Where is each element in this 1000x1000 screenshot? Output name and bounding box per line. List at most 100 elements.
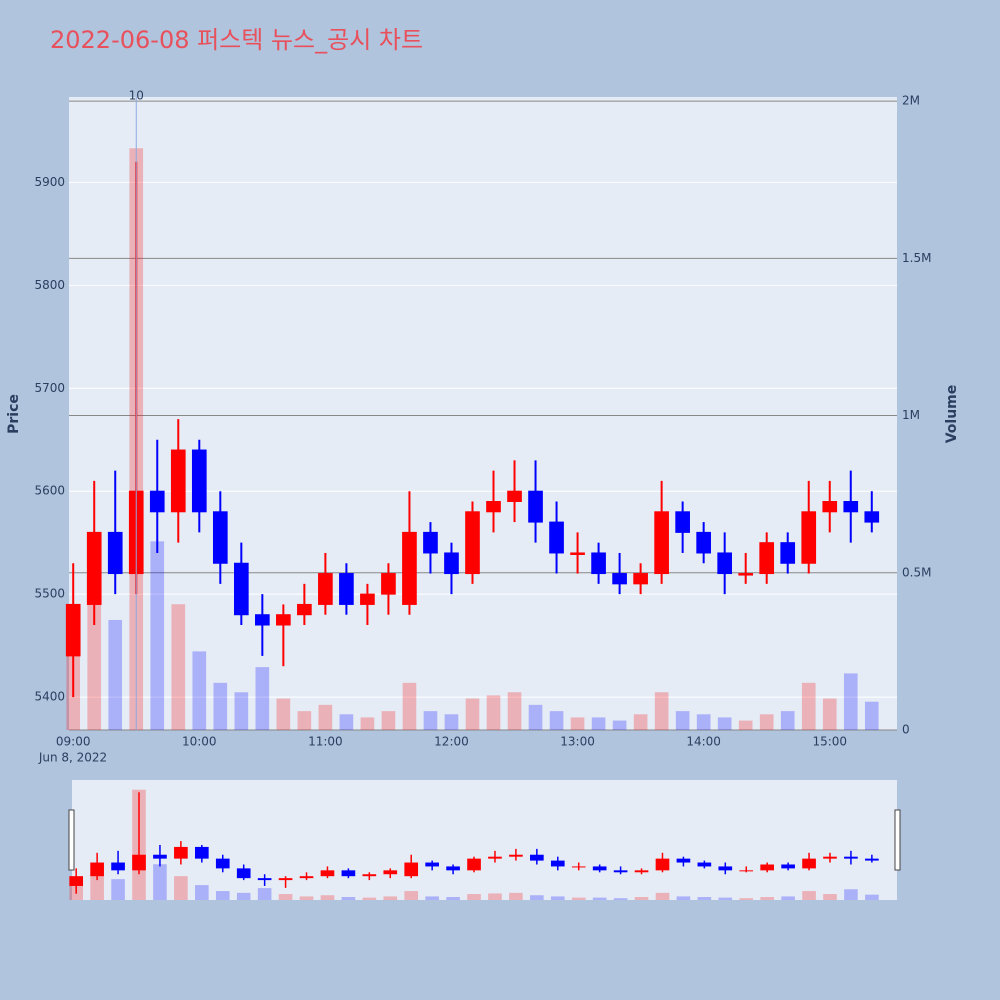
range-handle-right[interactable]	[894, 809, 901, 871]
candle-body	[423, 531, 438, 554]
candle-body	[170, 449, 186, 513]
volume-bar	[591, 717, 606, 730]
slider-candle-body	[823, 856, 837, 859]
candle-body	[528, 490, 543, 523]
volume-bar	[801, 682, 816, 730]
x-tick-label: 12:00	[434, 735, 469, 749]
y-tick-label: 5500	[34, 587, 65, 601]
volume-bar	[381, 711, 396, 730]
volume-bar	[528, 704, 543, 730]
x-tick-label: 11:00	[308, 735, 343, 749]
slider-candle-body	[844, 856, 858, 859]
candle-body	[107, 531, 123, 575]
slider-volume-bar	[446, 897, 460, 900]
slider-volume-bar	[592, 897, 607, 900]
candle-body	[276, 614, 291, 626]
volume-bar	[486, 695, 501, 730]
slider-volume-bar	[404, 891, 419, 900]
slider-candle-body	[571, 866, 586, 868]
slider-candle-body	[132, 854, 146, 871]
slider-volume-bar	[278, 894, 293, 900]
slider-volume-bar	[760, 897, 774, 900]
candle-body	[191, 449, 207, 513]
volume-bar	[276, 698, 291, 730]
slider-volume-bar	[509, 892, 523, 900]
chart-title: 2022-06-08 퍼스텍 뉴스_공시 차트	[50, 26, 423, 54]
candle-body	[696, 531, 711, 554]
annotation-text: 10	[129, 89, 144, 103]
slider-candle-body	[404, 862, 419, 877]
slider-candle-body	[467, 858, 481, 871]
slider-candle-body	[760, 864, 775, 871]
volume-bar	[822, 698, 837, 730]
volume-bar	[507, 692, 522, 730]
volume-bar	[360, 717, 375, 730]
volume-bar	[759, 714, 774, 730]
candle-body	[591, 552, 606, 575]
slider-volume-bar	[257, 888, 272, 900]
volume-bar	[255, 667, 270, 730]
slider-volume-bar	[718, 897, 733, 900]
slider-candle-body	[697, 862, 712, 867]
range-handle-left[interactable]	[68, 809, 75, 871]
slider-candle-body	[655, 858, 670, 871]
slider-candle-body	[718, 866, 733, 871]
slider-volume-bar	[195, 885, 209, 900]
slider-volume-bar	[739, 898, 754, 900]
volume-bar	[843, 673, 858, 730]
slider-candle-body	[215, 858, 230, 869]
slider-candle-body	[90, 862, 104, 877]
slider-volume-bar	[90, 873, 104, 900]
candle-body	[465, 511, 480, 575]
slider-candle-body	[802, 858, 816, 869]
range-slider[interactable]	[72, 780, 897, 900]
plot-area	[69, 97, 897, 730]
volume-bar	[339, 714, 354, 730]
slider-volume-bar	[236, 892, 251, 900]
volume-bar	[633, 714, 648, 730]
x-tick-label: 13:00	[560, 735, 595, 749]
volume-bar	[717, 717, 732, 730]
y2-tick-label: 2M	[902, 94, 920, 108]
slider-volume-bar	[299, 896, 314, 900]
volume-bar	[465, 698, 480, 730]
volume-bar	[654, 692, 669, 730]
volume-bar	[171, 604, 186, 730]
candle-body	[381, 573, 396, 595]
volume-bar	[864, 701, 879, 730]
slider-candle-body	[236, 868, 251, 879]
slider-candle-body	[530, 854, 544, 861]
volume-bar	[150, 541, 165, 730]
candle-body	[65, 603, 81, 657]
candle-body	[843, 501, 859, 513]
y2-tick-label: 0	[902, 723, 910, 737]
slider-candle-body	[153, 854, 167, 859]
volume-bar	[675, 711, 690, 730]
y-tick-label: 5600	[34, 484, 65, 498]
slider-candle-body	[592, 866, 607, 871]
candle-body	[233, 562, 249, 616]
candle-body	[444, 552, 459, 575]
volume-bar	[738, 720, 753, 730]
candle-body	[255, 614, 270, 626]
candle-body	[654, 511, 669, 575]
slider-volume-bar	[613, 898, 628, 900]
y2-tick-label: 0.5M	[902, 565, 931, 579]
slider-volume-bar	[865, 894, 879, 900]
candle-body	[675, 511, 690, 533]
volume-bar	[192, 651, 207, 730]
slider-volume-bar	[320, 895, 335, 900]
y-tick-label: 5400	[34, 690, 65, 704]
volume-bar	[570, 717, 585, 730]
volume-bar	[612, 720, 627, 730]
candle-body	[780, 542, 796, 564]
candle-body	[717, 552, 733, 575]
volume-bar	[549, 711, 564, 730]
volume-bar	[234, 692, 249, 730]
slider-volume-bar	[697, 897, 712, 900]
candle-body	[402, 531, 417, 605]
slider-volume-bar	[488, 893, 502, 900]
slider-candle-body	[69, 876, 84, 886]
slider-candle-body	[865, 858, 879, 861]
